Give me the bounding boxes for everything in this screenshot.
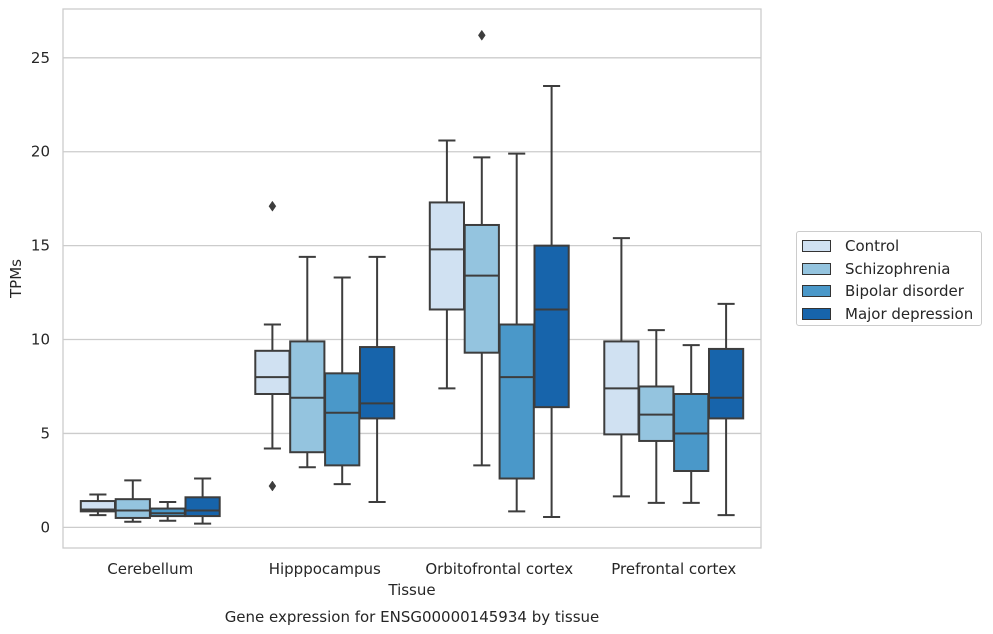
chart-title: Gene expression for ENSG00000145934 by t… [225, 608, 600, 626]
box-prefrontal-cortex-control [603, 237, 640, 498]
y-axis-label: TPMs [7, 259, 25, 299]
y-tick-label: 20 [31, 143, 50, 161]
legend-label-schizophrenia: Schizophrenia [845, 259, 951, 278]
box-orbitofrontal-cortex-control [428, 139, 466, 390]
box-prefrontal-cortex-bipolar-disorder [673, 344, 710, 504]
legend-label-major-depression: Major depression [845, 304, 974, 323]
box-cerebellum-major-depression [184, 477, 221, 525]
legend-item-bipolar-disorder: Bipolar disorder [802, 280, 981, 303]
x-tick-label: Hipppocampus [269, 560, 381, 578]
box-prefrontal-cortex-major-depression [707, 302, 745, 517]
box-iqr [114, 498, 151, 519]
box-groups [79, 29, 745, 525]
legend-swatch-schizophrenia [802, 262, 831, 275]
outlier-point [477, 29, 486, 41]
y-tick-label: 10 [31, 331, 50, 349]
box-prefrontal-cortex-schizophrenia [638, 329, 675, 504]
box-hipppocampus-schizophrenia [289, 255, 326, 469]
legend-item-major-depression: Major depression [802, 303, 981, 326]
outlier-point [268, 200, 277, 212]
x-tick-label: Cerebellum [107, 560, 193, 578]
x-tick-label: Prefrontal cortex [611, 560, 736, 578]
y-tick-label: 15 [31, 237, 50, 255]
box-iqr [358, 346, 396, 420]
box-iqr [428, 201, 466, 311]
box-iqr [533, 244, 570, 409]
box-cerebellum-control [79, 493, 117, 517]
box-iqr [254, 349, 291, 395]
y-gridlines [63, 57, 761, 528]
y-tick-labels: 0 5 10 15 20 25 [31, 49, 50, 537]
legend-item-schizophrenia: Schizophrenia [802, 258, 981, 281]
box-iqr [324, 372, 361, 467]
plot-area-frame [62, 8, 762, 549]
outlier-point [268, 480, 277, 492]
box-hipppocampus-major-depression [358, 255, 396, 503]
x-axis-label: Tissue [387, 581, 435, 599]
legend-swatch-bipolar-disorder [802, 285, 831, 298]
legend: Control Schizophrenia Bipolar disorder M… [796, 231, 982, 326]
box-cerebellum-schizophrenia [114, 479, 151, 523]
y-tick-label: 0 [40, 518, 50, 536]
x-tick-label: Orbitofrontal cortex [425, 560, 573, 578]
x-tick-labels: Cerebellum Hipppocampus Orbitofrontal cort… [107, 560, 736, 578]
box-orbitofrontal-cortex-major-depression [533, 85, 570, 519]
box-iqr [463, 223, 500, 354]
y-tick-label: 25 [31, 49, 50, 67]
legend-item-control: Control [802, 235, 981, 258]
y-tick-label: 5 [40, 424, 50, 442]
legend-label-bipolar-disorder: Bipolar disorder [845, 282, 964, 301]
box-orbitofrontal-cortex-bipolar-disorder [498, 152, 535, 513]
legend-swatch-control [802, 240, 831, 253]
box-hipppocampus-bipolar-disorder [324, 276, 361, 486]
box-cerebellum-bipolar-disorder [149, 500, 186, 522]
legend-label-control: Control [845, 237, 900, 256]
legend-swatch-major-depression [802, 307, 831, 320]
box-hipppocampus-control [254, 200, 291, 492]
box-iqr [498, 323, 535, 480]
box-iqr [184, 496, 221, 518]
box-iqr [707, 347, 745, 420]
box-orbitofrontal-cortex-schizophrenia [463, 29, 500, 467]
